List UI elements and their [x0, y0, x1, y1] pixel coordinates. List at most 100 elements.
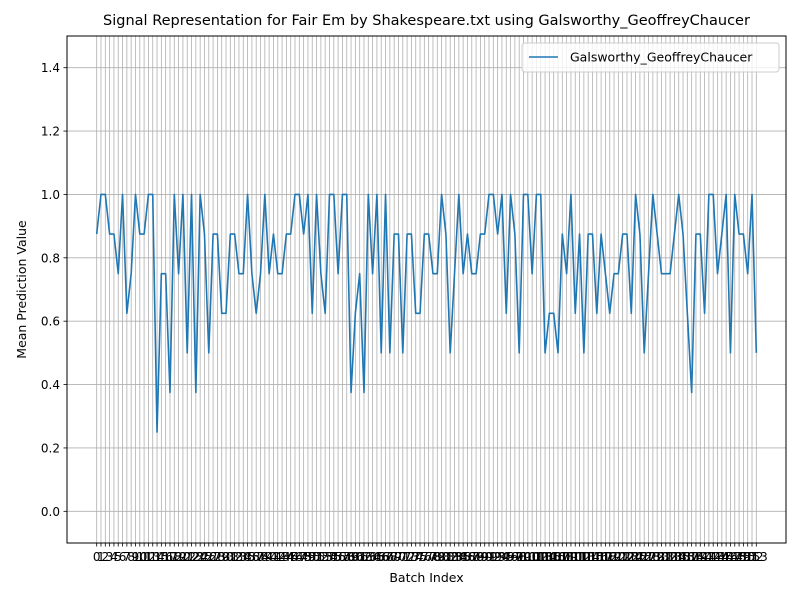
x-tick-label: 40	[261, 550, 276, 564]
x-tick-label: 10	[132, 550, 147, 564]
x-tick-label: 140	[689, 550, 712, 564]
x-tick-label: 94	[494, 550, 509, 564]
x-tick-label: 19	[171, 550, 186, 564]
x-tick-label: 29	[214, 550, 229, 564]
x-tick-label: 68	[382, 550, 397, 564]
x-tick-label: 120	[603, 550, 626, 564]
x-tick-label: 133	[659, 550, 682, 564]
x-tick-label: 105	[538, 550, 561, 564]
x-tick-label: 97	[507, 550, 522, 564]
series-layer	[95, 193, 758, 433]
x-tick-label: 121	[607, 550, 630, 564]
x-tick-label: 14	[149, 550, 164, 564]
x-tick-label: 153	[745, 550, 768, 564]
x-tick-label: 92	[486, 550, 501, 564]
x-tick-label: 52	[313, 550, 328, 564]
x-tick-label: 23	[188, 550, 203, 564]
x-tick-label: 7	[123, 550, 131, 564]
x-tick-label: 141	[693, 550, 716, 564]
x-tick-label: 36	[244, 550, 259, 564]
x-tick-label: 138	[680, 550, 703, 564]
x-tick-label: 91	[481, 550, 496, 564]
x-tick-label: 28	[210, 550, 225, 564]
x-tick-label: 2	[101, 550, 109, 564]
x-tick-label: 85	[456, 550, 471, 564]
x-tick-label: 69	[387, 550, 402, 564]
x-tick-label: 8	[127, 550, 135, 564]
legend-box	[521, 42, 780, 73]
x-tick-label: 71	[395, 550, 410, 564]
x-tick-label: 30	[218, 550, 233, 564]
x-tick-label: 51	[309, 550, 324, 564]
x-tick-label: 24	[193, 550, 208, 564]
x-tick-label: 82	[443, 550, 458, 564]
x-tick-label: 9	[132, 550, 140, 564]
x-tick-label: 80	[434, 550, 449, 564]
x-tick-label: 42	[270, 550, 285, 564]
x-tick-label: 146	[715, 550, 738, 564]
x-tick-label: 104	[534, 550, 557, 564]
x-tick-label: 25	[197, 550, 212, 564]
x-tick-label: 136	[672, 550, 695, 564]
y-tick-label: 0.6	[41, 315, 60, 329]
x-tick-label: 106	[542, 550, 565, 564]
x-tick-label: 81	[438, 550, 453, 564]
x-tick-label: 96	[503, 550, 518, 564]
x-tick-label: 65	[369, 550, 384, 564]
x-tick-label: 64	[365, 550, 380, 564]
y-tick-label: 1.4	[41, 61, 60, 75]
x-tick-label: 101	[521, 550, 544, 564]
x-tick-label: 134	[663, 550, 686, 564]
x-tick-label: 86	[460, 550, 475, 564]
x-tick-label: 63	[361, 550, 376, 564]
legend: Galsworthy_GeoffreyChaucer	[521, 42, 780, 73]
x-tick-label: 151	[736, 550, 759, 564]
x-tick-label: 127	[633, 550, 656, 564]
x-tick-label: 16	[158, 550, 173, 564]
x-tick-label: 152	[741, 550, 764, 564]
series-line-galsworthy-geoffreychaucer	[95, 193, 758, 433]
x-tick-label: 74	[408, 550, 423, 564]
y-tick-label: 1.2	[41, 125, 60, 139]
x-tick-label: 5	[114, 550, 122, 564]
x-tick-label: 147	[719, 550, 742, 564]
x-tick-label: 0	[93, 550, 101, 564]
x-tick-label: 149	[728, 550, 751, 564]
x-tick-label: 49	[300, 550, 315, 564]
x-tick-label: 3	[106, 550, 114, 564]
x-tick-label: 119	[598, 550, 621, 564]
x-tick-label: 44	[279, 550, 294, 564]
x-tick-label: 144	[706, 550, 729, 564]
x-tick-label: 55	[326, 550, 341, 564]
x-tick-label: 84	[451, 550, 466, 564]
x-tick-label: 110	[559, 550, 582, 564]
x-tick-label: 100	[516, 550, 539, 564]
x-tick-label: 129	[641, 550, 664, 564]
x-tick-label: 61	[352, 550, 367, 564]
x-tick-label: 125	[624, 550, 647, 564]
x-tick-label: 32	[227, 550, 242, 564]
x-tick-label: 75	[412, 550, 427, 564]
plot-frame	[66, 35, 787, 544]
y-tick-label: 0.4	[41, 378, 60, 392]
x-tick-label: 89	[473, 550, 488, 564]
chart-title: Signal Representation for Fair Em by Sha…	[103, 13, 750, 29]
x-tick-label: 115	[581, 550, 604, 564]
x-tick-label: 118	[594, 550, 617, 564]
x-tick-label: 88	[468, 550, 483, 564]
x-tick-label: 103	[529, 550, 552, 564]
x-tick-label: 145	[710, 550, 733, 564]
x-tick-label: 48	[296, 550, 311, 564]
x-tick-label: 148	[723, 550, 746, 564]
x-tick-label: 150	[732, 550, 755, 564]
x-tick-label: 73	[404, 550, 419, 564]
x-tick-label: 34	[236, 550, 251, 564]
x-tick-label: 77	[421, 550, 436, 564]
x-tick-label: 87	[464, 550, 479, 564]
x-tick-label: 116	[585, 550, 608, 564]
x-tick-label: 27	[205, 550, 220, 564]
x-tick-label: 13	[145, 550, 160, 564]
x-tick-label: 143	[702, 550, 725, 564]
x-tick-label: 45	[283, 550, 298, 564]
